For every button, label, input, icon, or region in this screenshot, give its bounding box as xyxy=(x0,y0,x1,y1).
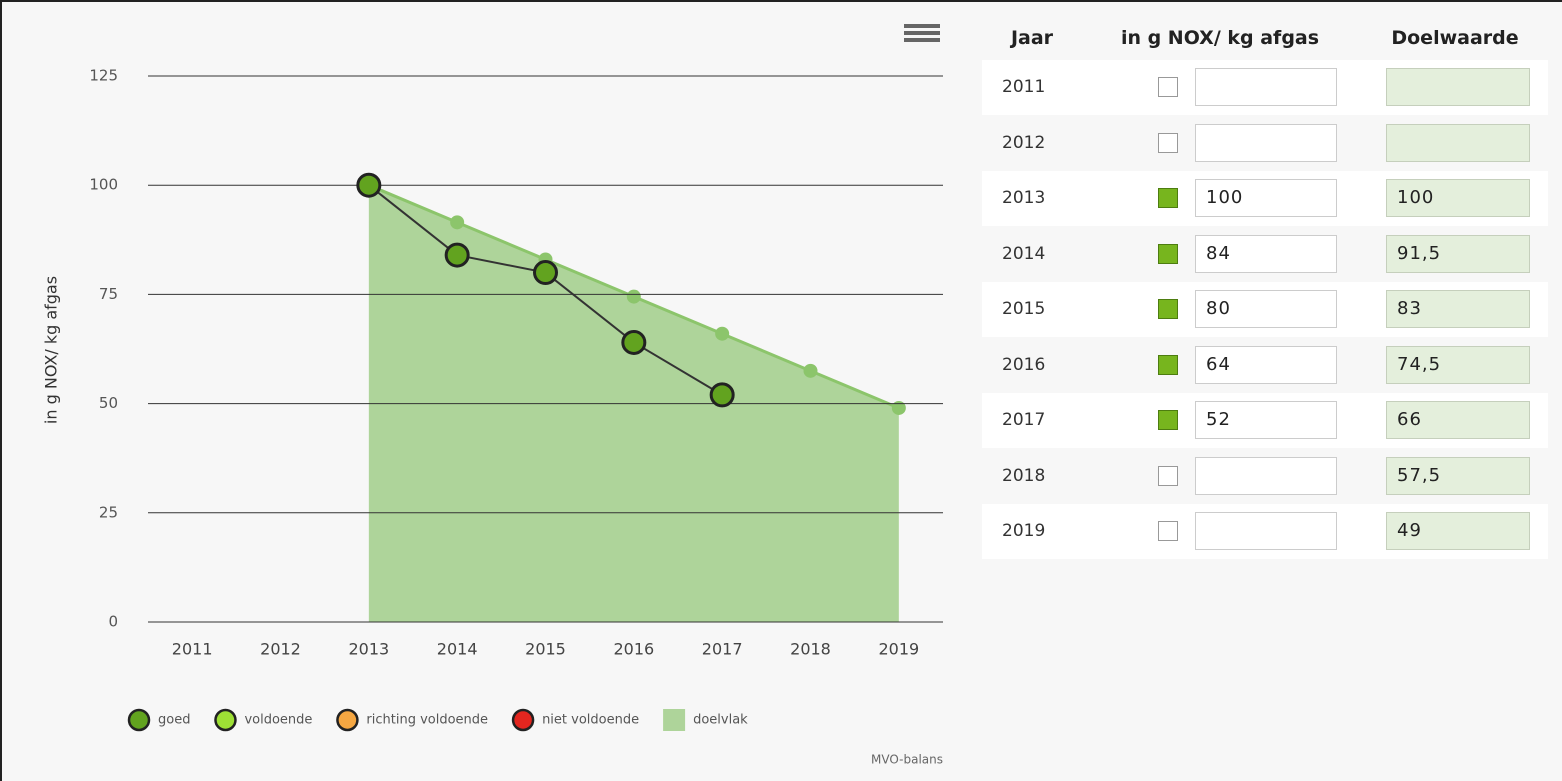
y-tick-label: 125 xyxy=(89,67,118,85)
value-input[interactable] xyxy=(1195,512,1337,550)
line-point xyxy=(709,382,735,408)
table-row: 2014 84 91,5 xyxy=(982,227,1548,282)
legend-label: voldoende xyxy=(244,713,312,728)
y-tick-label: 25 xyxy=(99,503,118,521)
legend-swatch xyxy=(511,708,535,732)
line-point xyxy=(444,242,470,268)
checkbox[interactable] xyxy=(1158,465,1178,486)
chart: in g NOX/ kg afgas MVO-balans 2011 2012 20… xyxy=(42,24,943,767)
value-input[interactable]: 80 xyxy=(1195,290,1337,328)
y-tick-label: 100 xyxy=(89,176,118,194)
y-tick-label: 50 xyxy=(99,394,118,412)
table-row: 2015 80 83 xyxy=(982,282,1548,337)
target-value: 100 xyxy=(1386,179,1530,217)
checkbox[interactable] xyxy=(1158,132,1178,153)
credit: MVO-balans xyxy=(871,753,943,767)
value-input[interactable]: 100 xyxy=(1195,179,1337,217)
target-value: 83 xyxy=(1386,290,1530,328)
year: 2017 xyxy=(1002,410,1046,430)
year: 2014 xyxy=(1002,243,1046,264)
column-header: Doelwaarde xyxy=(1391,27,1519,49)
year: 2019 xyxy=(1002,521,1046,541)
y-tick-label: 0 xyxy=(108,613,118,631)
legend-label: goed xyxy=(158,713,190,728)
year: 2012 xyxy=(1002,132,1046,153)
table-row: 2011 xyxy=(982,60,1548,115)
value-input[interactable]: 64 xyxy=(1195,345,1337,384)
area-point xyxy=(450,215,465,230)
checkbox[interactable] xyxy=(1158,299,1178,319)
target-value xyxy=(1386,123,1530,162)
x-tick-label: 2014 xyxy=(437,640,478,659)
x-tick-label: 2015 xyxy=(525,640,566,659)
year: 2018 xyxy=(1002,465,1046,486)
x-tick-label: 2018 xyxy=(790,640,831,659)
target-value: 57,5 xyxy=(1386,456,1530,495)
x-tick-label: 2013 xyxy=(348,640,389,659)
table-row: 2017 52 66 xyxy=(982,393,1548,448)
value-input[interactable] xyxy=(1195,456,1337,495)
area-point xyxy=(891,400,906,415)
area-point xyxy=(626,289,641,304)
target-value: 66 xyxy=(1386,401,1530,439)
line-point xyxy=(533,260,558,286)
x-tick-label: 2017 xyxy=(702,640,743,659)
checkbox[interactable] xyxy=(1158,354,1178,375)
checkbox[interactable] xyxy=(1158,410,1178,430)
checkbox[interactable] xyxy=(1158,188,1178,208)
menu-bar xyxy=(904,31,940,35)
line-point xyxy=(356,172,382,198)
table-row: 2016 64 74,5 xyxy=(982,338,1548,393)
table-row: 2013 100 100 xyxy=(982,171,1548,226)
target-value xyxy=(1386,68,1530,106)
column-header: in g NOX/ kg afgas xyxy=(1120,27,1320,49)
legend-swatch xyxy=(214,708,237,732)
menu-button[interactable] xyxy=(904,24,940,42)
table-row: 2018 57,5 xyxy=(982,449,1548,504)
area-point xyxy=(715,326,730,341)
year: 2015 xyxy=(1002,299,1046,319)
legend-label: niet voldoende xyxy=(542,713,639,728)
target-value: 91,5 xyxy=(1386,234,1530,273)
year: 2016 xyxy=(1002,354,1046,375)
value-input[interactable] xyxy=(1195,68,1337,106)
year: 2013 xyxy=(1002,188,1046,208)
value-input[interactable]: 84 xyxy=(1195,234,1337,273)
menu-bar xyxy=(904,38,940,42)
checkbox[interactable] xyxy=(1158,243,1178,264)
column-header: Jaar xyxy=(1010,27,1054,49)
legend-label: richting voldoende xyxy=(366,713,488,728)
checkbox[interactable] xyxy=(1158,77,1178,97)
table-row: 2019 49 xyxy=(982,504,1548,559)
x-tick-label: 2012 xyxy=(260,640,301,659)
x-tick-label: 2011 xyxy=(172,640,213,659)
checkbox[interactable] xyxy=(1158,521,1178,541)
legend-label: doelvlak xyxy=(693,713,748,728)
target-value: 49 xyxy=(1386,512,1530,550)
menu-bar xyxy=(904,24,940,28)
x-tick-label: 2019 xyxy=(878,640,919,659)
value-input[interactable]: 52 xyxy=(1195,401,1337,439)
area-point xyxy=(803,363,818,378)
legend-swatch xyxy=(336,708,359,732)
legend-swatch xyxy=(663,709,686,731)
value-input[interactable] xyxy=(1195,123,1337,162)
year: 2011 xyxy=(1002,77,1046,97)
line-point xyxy=(621,329,647,355)
legend-swatch xyxy=(127,708,151,732)
target-value: 74,5 xyxy=(1386,345,1530,384)
x-tick-label: 2016 xyxy=(613,640,654,659)
y-tick-label: 75 xyxy=(99,285,118,303)
y-axis-label: in g NOX/ kg afgas xyxy=(42,276,61,424)
table-row: 2012 xyxy=(982,116,1548,171)
